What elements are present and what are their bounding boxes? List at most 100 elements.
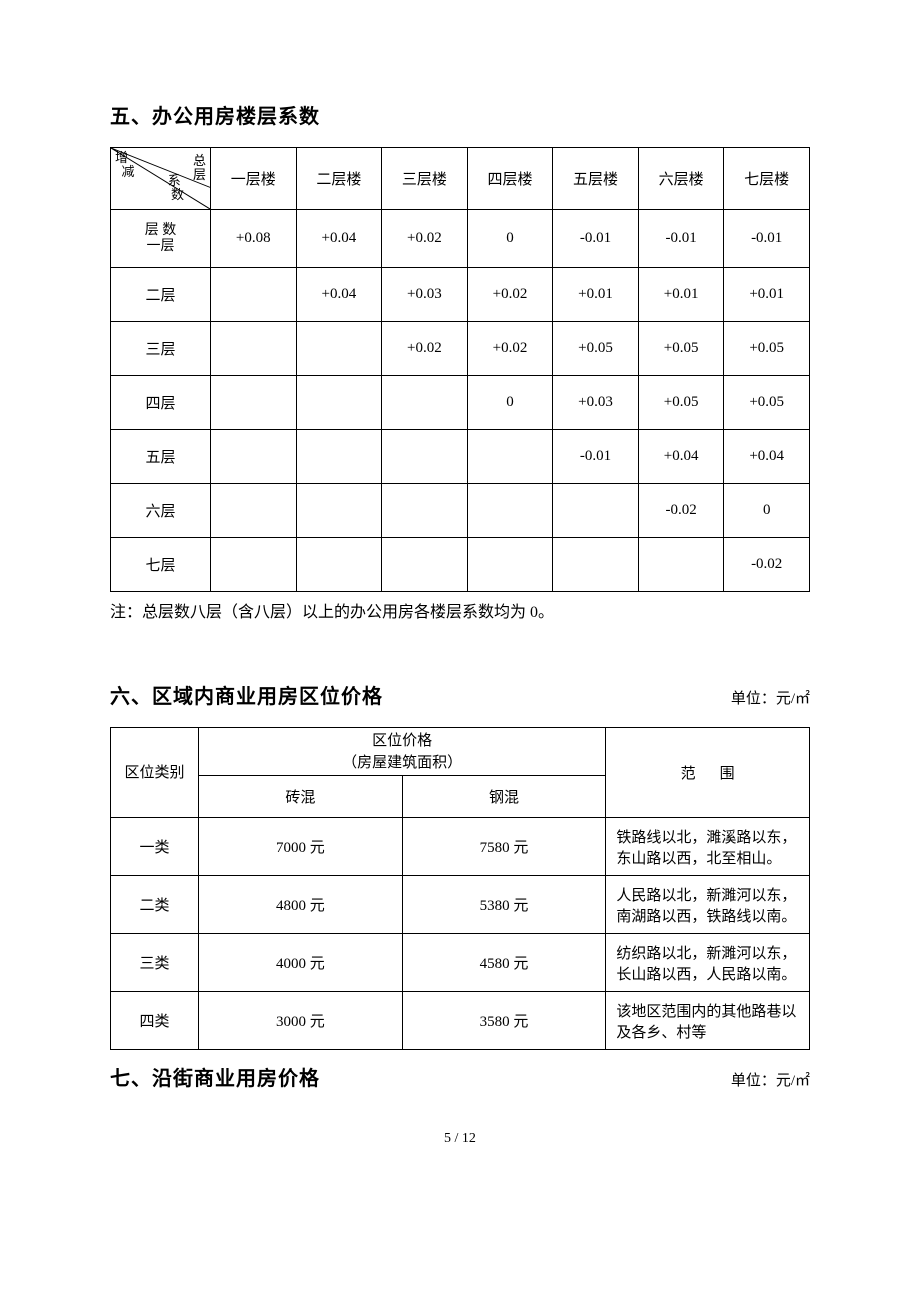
col-header-area: 区位类别 — [111, 728, 199, 818]
col-header: 六层楼 — [638, 148, 724, 210]
table-header-row: 增 减 总层 系 数 一层楼 二层楼 三层楼 四层楼 五层楼 六层楼 七层楼 — [111, 148, 810, 210]
table-row: 四层 0 +0.03 +0.05 +0.05 — [111, 376, 810, 430]
cell: +0.02 — [467, 268, 553, 322]
cell: +0.03 — [553, 376, 639, 430]
cell — [382, 430, 468, 484]
cell — [211, 376, 297, 430]
cell: +0.05 — [553, 322, 639, 376]
section6-unit: 单位：元/㎡ — [731, 687, 810, 708]
cell-cat: 三类 — [111, 934, 199, 992]
cell — [638, 538, 724, 592]
cell: -0.01 — [553, 210, 639, 268]
cell: +0.02 — [382, 322, 468, 376]
cell-cat: 四类 — [111, 992, 199, 1050]
section5-note: 注：总层数八层（含八层）以上的办公用房各楼层系数均为 0。 — [110, 598, 810, 622]
diag-label-tr: 总层 — [193, 154, 206, 182]
cell — [296, 538, 382, 592]
cell-brick: 4800 元 — [199, 876, 403, 934]
col-header: 七层楼 — [724, 148, 810, 210]
table-row: 二类 4800 元 5380 元 人民路以北，新濉河以东，南湖路以西，铁路线以南… — [111, 876, 810, 934]
col-header: 二层楼 — [296, 148, 382, 210]
cell: 0 — [467, 210, 553, 268]
cell — [553, 484, 639, 538]
section5-heading: 五、办公用房楼层系数 — [110, 100, 810, 129]
row-label: 六层 — [111, 484, 211, 538]
cell-range: 铁路线以北，濉溪路以东，东山路以西，北至相山。 — [606, 818, 810, 876]
page-footer: 5 / 12 — [110, 1131, 810, 1147]
cell-range: 纺织路以北，新濉河以东，长山路以西，人民路以南。 — [606, 934, 810, 992]
cell-cat: 二类 — [111, 876, 199, 934]
cell-cat: 一类 — [111, 818, 199, 876]
col-header: 三层楼 — [382, 148, 468, 210]
cell: 0 — [724, 484, 810, 538]
table-floor-coefficients: 增 减 总层 系 数 一层楼 二层楼 三层楼 四层楼 五层楼 六层楼 七层楼 层… — [110, 147, 810, 592]
cell — [382, 376, 468, 430]
table-row: 六层 -0.02 0 — [111, 484, 810, 538]
cell-steel: 4580 元 — [402, 934, 606, 992]
cell — [296, 376, 382, 430]
table-row: 层 数 一层 +0.08 +0.04 +0.02 0 -0.01 -0.01 -… — [111, 210, 810, 268]
col-header-steel: 钢混 — [402, 776, 606, 818]
cell — [211, 484, 297, 538]
cell-brick: 3000 元 — [199, 992, 403, 1050]
cell: +0.05 — [724, 322, 810, 376]
cell: +0.01 — [638, 268, 724, 322]
section7-heading: 七、沿街商业用房价格 — [110, 1062, 320, 1091]
row-label: 七层 — [111, 538, 211, 592]
table-row: 三类 4000 元 4580 元 纺织路以北，新濉河以东，长山路以西，人民路以南… — [111, 934, 810, 992]
row-label: 二层 — [111, 268, 211, 322]
cell: +0.03 — [382, 268, 468, 322]
cell: +0.02 — [382, 210, 468, 268]
table-row: 七层 -0.02 — [111, 538, 810, 592]
diag-label-tl: 增 减 — [115, 151, 135, 179]
col-header-price: 区位价格 （房屋建筑面积） — [199, 728, 606, 776]
col-header-range: 范围 — [606, 728, 810, 818]
cell — [467, 538, 553, 592]
row-label: 四层 — [111, 376, 211, 430]
cell: -0.01 — [724, 210, 810, 268]
cell: +0.05 — [638, 376, 724, 430]
cell: +0.04 — [638, 430, 724, 484]
row-label: 五层 — [111, 430, 211, 484]
cell-range: 人民路以北，新濉河以东，南湖路以西，铁路线以南。 — [606, 876, 810, 934]
cell: +0.05 — [638, 322, 724, 376]
cell: -0.01 — [553, 430, 639, 484]
cell-range: 该地区范围内的其他路巷以及各乡、村等 — [606, 992, 810, 1050]
cell — [382, 484, 468, 538]
cell — [467, 484, 553, 538]
row-label-first: 层 数 一层 — [111, 210, 211, 268]
cell: +0.01 — [724, 268, 810, 322]
row-label: 三层 — [111, 322, 211, 376]
section6-heading: 六、区域内商业用房区位价格 — [110, 680, 383, 709]
cell — [296, 322, 382, 376]
table-header-row: 区位类别 区位价格 （房屋建筑面积） 范围 — [111, 728, 810, 776]
cell — [211, 538, 297, 592]
cell-brick: 7000 元 — [199, 818, 403, 876]
col-header-brick: 砖混 — [199, 776, 403, 818]
table-row: 一类 7000 元 7580 元 铁路线以北，濉溪路以东，东山路以西，北至相山。 — [111, 818, 810, 876]
cell-steel: 3580 元 — [402, 992, 606, 1050]
cell: +0.05 — [724, 376, 810, 430]
cell-brick: 4000 元 — [199, 934, 403, 992]
diag-label-mid: 系 数 — [164, 174, 184, 202]
table-row: 二层 +0.04 +0.03 +0.02 +0.01 +0.01 +0.01 — [111, 268, 810, 322]
cell: +0.04 — [296, 210, 382, 268]
cell: +0.04 — [724, 430, 810, 484]
cell — [553, 538, 639, 592]
col-header: 四层楼 — [467, 148, 553, 210]
cell: 0 — [467, 376, 553, 430]
cell: -0.02 — [724, 538, 810, 592]
table-row: 五层 -0.01 +0.04 +0.04 — [111, 430, 810, 484]
table-row: 四类 3000 元 3580 元 该地区范围内的其他路巷以及各乡、村等 — [111, 992, 810, 1050]
cell — [296, 430, 382, 484]
diagonal-header-cell: 增 减 总层 系 数 — [111, 148, 211, 210]
cell: +0.02 — [467, 322, 553, 376]
cell — [296, 484, 382, 538]
row1-top: 层 数 — [145, 223, 177, 238]
table-commercial-prices: 区位类别 区位价格 （房屋建筑面积） 范围 砖混 钢混 一类 7000 元 75… — [110, 727, 810, 1050]
col-header: 一层楼 — [211, 148, 297, 210]
row1-bottom: 一层 — [147, 239, 175, 254]
section7-unit: 单位：元/㎡ — [731, 1069, 810, 1090]
cell: +0.08 — [211, 210, 297, 268]
cell: -0.01 — [638, 210, 724, 268]
